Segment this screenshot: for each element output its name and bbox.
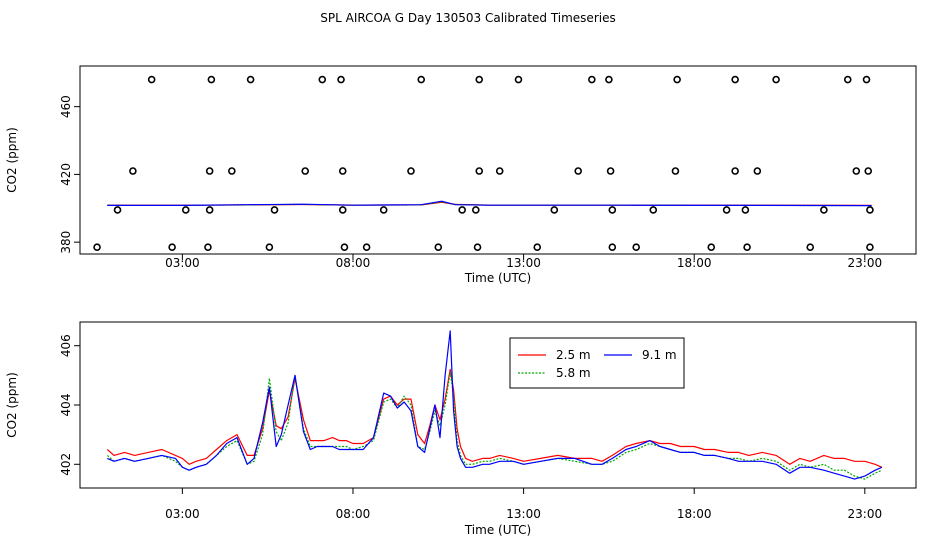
calibration-point [495, 167, 504, 175]
calibration-point [228, 167, 236, 175]
top-x-axis-title: Time (UTC) [464, 271, 531, 285]
calibration-point [472, 206, 480, 214]
calibration-point [205, 167, 214, 175]
bottom-x-tick-label: 13:00 [506, 507, 541, 521]
calibration-point [753, 167, 762, 175]
calibration-point [168, 243, 176, 252]
calibration-point [340, 243, 349, 252]
calibration-point [246, 75, 255, 84]
calibration-point [574, 167, 582, 175]
calibration-point [673, 75, 681, 84]
top-x-tick-label: 13:00 [506, 256, 541, 270]
bottom-y-axis-title: CO2 (ppm) [5, 372, 19, 438]
calibration-point [475, 75, 484, 84]
calibration-point [338, 206, 347, 214]
calibration-point [605, 75, 613, 84]
calibration-point [338, 167, 347, 175]
bottom-y-tick-label: 406 [59, 334, 73, 357]
calibration-point [866, 243, 874, 252]
top-y-tick-label: 420 [59, 163, 73, 186]
bottom-x-tick-label: 08:00 [336, 507, 371, 521]
top-y-tick-label: 380 [59, 231, 73, 254]
calibration-point [417, 75, 426, 84]
calibration-point [608, 206, 617, 214]
calibration-point [379, 206, 388, 214]
calibration-point [407, 167, 415, 175]
calibration-point [741, 206, 750, 214]
calibration-point [204, 243, 212, 252]
calibration-point [301, 167, 310, 175]
bottom-y-tick-label: 402 [59, 453, 73, 476]
top-y-axis-title: CO2 (ppm) [5, 127, 19, 193]
bottom-y-tick-label: 404 [59, 394, 73, 417]
bottom-series-line-9-1-m [107, 330, 883, 480]
top-x-tick-label: 08:00 [336, 256, 371, 270]
legend-label-5-8m: 5.8 m [556, 366, 591, 380]
calibration-point [588, 75, 596, 84]
calibration-point [866, 206, 874, 214]
calibration-point [434, 243, 443, 252]
top-y-tick-label: 460 [59, 95, 73, 118]
bottom-panel: CO2 (ppm) Time (UTC) 03:00 08:00 13:00 18:0… [5, 321, 917, 537]
calibration-point [265, 243, 274, 252]
bottom-x-tick-label: 03:00 [165, 507, 200, 521]
calibration-point [270, 206, 279, 214]
legend: 2.5 m 9.1 m 5.8 m [509, 337, 685, 389]
calibration-point [772, 75, 780, 84]
top-series-line-9-1-m [107, 200, 872, 207]
calibration-point [318, 75, 327, 84]
calibration-point [632, 243, 640, 252]
calibration-point [806, 243, 815, 252]
top-x-tick-label: 03:00 [165, 256, 200, 270]
calibration-point [852, 167, 861, 175]
calibration-point [608, 243, 617, 252]
legend-label-9-1m: 9.1 m [642, 348, 677, 362]
calibration-point [743, 243, 751, 252]
calibration-point [731, 167, 739, 175]
calibration-point [147, 75, 156, 84]
legend-box [509, 337, 685, 389]
top-plot-frame [79, 65, 917, 255]
top-x-tick-label: 23:00 [848, 256, 883, 270]
calibration-point [722, 206, 731, 214]
calibration-point [864, 167, 873, 175]
calibration-point [129, 167, 137, 175]
calibration-point [181, 206, 190, 214]
calibration-point [473, 243, 482, 252]
calibration-point [731, 75, 739, 84]
bottom-series-line-2-5-m [106, 368, 883, 468]
calibration-point [475, 167, 484, 175]
top-x-tick-label: 18:00 [677, 256, 712, 270]
bottom-x-tick-label: 18:00 [677, 507, 712, 521]
calibration-point [205, 206, 214, 214]
calibration-point [207, 75, 216, 84]
calibration-point [843, 75, 852, 84]
calibration-point [533, 243, 542, 252]
calibration-point [458, 206, 466, 214]
calibration-point [514, 75, 523, 84]
calibration-point [337, 75, 345, 84]
calibration-point [550, 206, 559, 214]
calibration-point [671, 167, 680, 175]
calibration-point [820, 206, 828, 214]
calibration-point [362, 243, 371, 252]
top-panel: CO2 (ppm) Time (UTC) 03:00 08:00 13:00 18:0… [5, 65, 917, 285]
chart-title: SPL AIRCOA G Day 130503 Calibrated Times… [320, 11, 615, 25]
calibration-point [606, 167, 615, 175]
calibration-point [862, 75, 871, 84]
calibration-point [113, 206, 122, 214]
bottom-x-axis-title: Time (UTC) [464, 523, 531, 537]
calibration-point [649, 206, 658, 214]
bottom-x-tick-label: 23:00 [848, 507, 883, 521]
calibration-point [93, 243, 101, 252]
calibration-point [707, 243, 716, 252]
legend-label-2-5m: 2.5 m [556, 348, 591, 362]
